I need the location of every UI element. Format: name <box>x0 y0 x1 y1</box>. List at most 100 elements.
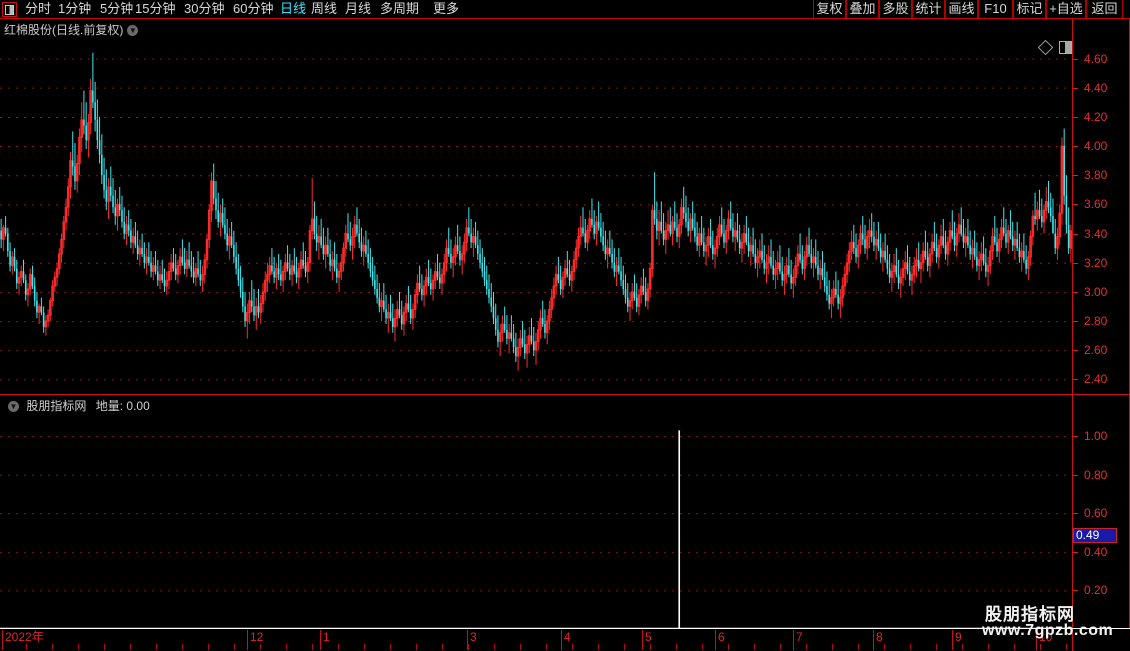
toolbar-button-7[interactable]: +自选 <box>1046 0 1086 18</box>
chevron-down-icon-indicator[interactable]: ▼ <box>8 401 19 413</box>
period-tab-1[interactable]: 1分钟 <box>58 1 92 16</box>
indicator-colon: : <box>119 399 127 413</box>
date-axis: 2022年 12 1 3 4 5 6 7 8 9 10 <box>0 628 1130 651</box>
date-minor-tick <box>598 644 599 650</box>
date-minor-tick <box>910 644 911 650</box>
toolbar-button-3[interactable]: 统计 <box>912 0 945 18</box>
more-chevron-icon[interactable]: › <box>452 3 456 15</box>
date-minor-tick <box>104 644 105 650</box>
period-tab-9[interactable]: 多周期 <box>380 1 420 16</box>
date-minor-tick <box>208 644 209 650</box>
indicator-axis-label: 1.00 <box>1084 429 1108 444</box>
indicator-value-label: 0.00 <box>126 399 150 413</box>
date-minor-tick <box>780 644 781 650</box>
stock-title-text: 红棉股份(日线.前复权) <box>4 23 124 37</box>
toolbar-button-4[interactable]: 画线 <box>945 0 978 18</box>
indicator-axis-tick <box>1072 474 1078 476</box>
indicator-plot-area[interactable] <box>0 413 1072 629</box>
indicator-panel-title: ▼ 股朋指标网 地量: 0.00 <box>4 397 150 414</box>
date-axis-label-0: 2022年 <box>2 630 44 650</box>
price-chart-panel: 红棉股份(日线.前复权) ▼ 4.60 4.40 4.20 4.00 3.80 3.60 3.… <box>0 19 1130 394</box>
date-axis-label-4: 4 <box>561 630 571 650</box>
toolbar-button-1[interactable]: 叠加 <box>846 0 879 18</box>
indicator-axis-rule <box>1072 395 1073 629</box>
indicator-y-axis: 1.00 0.80 0.60 0.40 0.20 <box>1072 395 1130 629</box>
toolbar-button-2[interactable]: 多股 <box>879 0 912 18</box>
price-axis-tick <box>1072 321 1078 323</box>
date-axis-label-3: 3 <box>467 630 477 650</box>
price-plot-area[interactable] <box>0 41 1072 394</box>
toolbar-button-6[interactable]: 标记 <box>1013 0 1046 18</box>
period-tab-6[interactable]: 日线 <box>280 1 307 16</box>
price-axis-tick <box>1072 146 1078 148</box>
date-minor-tick <box>338 644 339 650</box>
watermark-site-name: 股朋指标网 <box>985 605 1075 624</box>
indicator-site-label: 股朋指标网 <box>26 399 87 413</box>
date-axis-label-2: 1 <box>320 630 330 650</box>
price-axis-label: 3.60 <box>1084 197 1108 212</box>
date-minor-tick <box>286 644 287 650</box>
price-axis-label: 3.00 <box>1084 284 1108 299</box>
price-axis-rule <box>1072 19 1073 394</box>
indicator-axis-label: 0.60 <box>1084 506 1108 521</box>
date-minor-tick <box>52 644 53 650</box>
price-axis-label: 4.60 <box>1084 51 1108 66</box>
price-axis-label: 4.20 <box>1084 109 1108 124</box>
price-axis-tick <box>1072 291 1078 293</box>
period-tab-7[interactable]: 周线 <box>311 1 338 16</box>
panel-split-icon[interactable] <box>1059 41 1072 54</box>
date-minor-tick <box>546 644 547 650</box>
date-minor-tick <box>1014 644 1015 650</box>
period-tab-0[interactable]: 分时 <box>25 1 52 16</box>
date-minor-tick <box>832 644 833 650</box>
date-minor-tick <box>182 644 183 650</box>
watermark-url: www.7gpzb.com <box>982 622 1114 639</box>
price-panel-title: 红棉股份(日线.前复权) ▼ <box>4 21 139 38</box>
date-minor-tick <box>364 644 365 650</box>
toolbar-button-8[interactable]: 返回 <box>1086 0 1123 18</box>
date-minor-tick <box>858 644 859 650</box>
toolbar-button-5[interactable]: F10 <box>978 0 1013 18</box>
date-minor-tick <box>468 644 469 650</box>
price-axis-label: 2.60 <box>1084 343 1108 358</box>
price-axis-label: 4.00 <box>1084 139 1108 154</box>
period-tab-8[interactable]: 月线 <box>345 1 372 16</box>
date-minor-tick <box>442 644 443 650</box>
date-minor-tick <box>78 644 79 650</box>
top-toolbar: 分时 1分钟 5分钟 15分钟 30分钟 60分钟 日线 周线 月线 多周期 更多 › 复权 叠加 多股统… <box>0 0 1130 19</box>
current-value-badge: 0.49 <box>1073 527 1117 543</box>
app-panel-icon[interactable] <box>2 2 17 17</box>
date-minor-tick <box>1066 644 1067 650</box>
candlestick-svg <box>0 52 1072 381</box>
indicator-axis-tick <box>1072 513 1078 515</box>
date-minor-tick <box>26 644 27 650</box>
period-tab-2[interactable]: 5分钟 <box>100 1 134 16</box>
indicator-axis-label: 0.20 <box>1084 583 1108 598</box>
date-minor-tick <box>572 644 573 650</box>
price-axis-tick <box>1072 350 1078 352</box>
date-minor-tick <box>650 644 651 650</box>
date-axis-label-8: 8 <box>873 630 883 650</box>
price-axis-label: 3.40 <box>1084 226 1108 241</box>
date-minor-tick <box>416 644 417 650</box>
period-tab-3[interactable]: 15分钟 <box>135 1 176 16</box>
period-tab-5[interactable]: 60分钟 <box>233 1 274 16</box>
date-axis-label-1: 12 <box>247 630 263 650</box>
indicator-name-label: 地量 <box>95 399 120 413</box>
period-tab-4[interactable]: 30分钟 <box>184 1 225 16</box>
indicator-axis-tick <box>1072 551 1078 553</box>
date-minor-tick <box>260 644 261 650</box>
indicator-axis-tick <box>1072 590 1078 592</box>
price-axis-tick <box>1072 204 1078 206</box>
price-axis-tick <box>1072 233 1078 235</box>
date-axis-label-10: 10 <box>1036 630 1052 650</box>
indicator-svg <box>0 430 1072 629</box>
price-axis-label: 2.80 <box>1084 314 1108 329</box>
date-minor-tick <box>520 644 521 650</box>
price-axis-tick <box>1072 379 1078 381</box>
date-minor-tick <box>312 644 313 650</box>
date-minor-tick <box>156 644 157 650</box>
period-tab-10[interactable]: 更多 <box>433 1 460 16</box>
chevron-down-icon[interactable]: ▼ <box>127 25 139 37</box>
toolbar-button-0[interactable]: 复权 <box>813 0 846 18</box>
